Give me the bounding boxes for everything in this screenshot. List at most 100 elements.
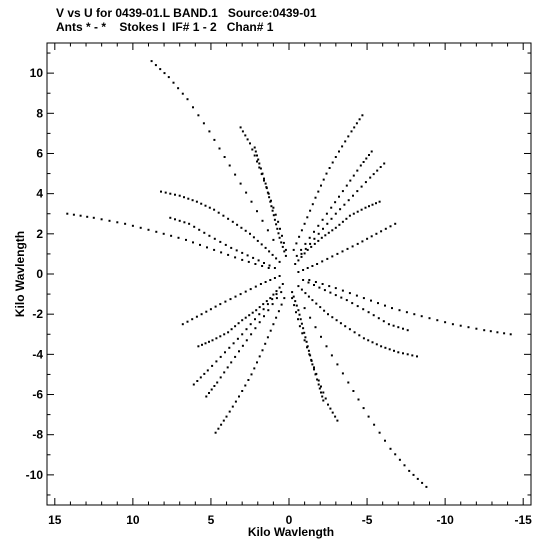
uv-point: [196, 380, 199, 382]
uv-point: [370, 299, 372, 302]
uv-point: [254, 327, 257, 330]
uv-point: [382, 320, 385, 323]
uv-point: [320, 391, 322, 394]
uv-point: [215, 337, 218, 340]
uv-point: [394, 453, 397, 456]
uv-point: [217, 427, 220, 430]
uv-point: [279, 227, 281, 230]
uv-point: [270, 199, 272, 202]
uv-point: [208, 130, 211, 133]
uv-point: [275, 297, 278, 300]
uv-point: [451, 323, 454, 326]
uv-point: [244, 316, 247, 319]
uv-point: [362, 337, 365, 340]
uv-point: [209, 308, 212, 311]
uv-point: [292, 295, 295, 298]
uv-point: [139, 226, 142, 229]
uv-point: [334, 212, 337, 215]
uv-point: [231, 220, 234, 223]
uv-point: [322, 178, 325, 181]
uv-point: [241, 251, 244, 254]
uv-point: [345, 299, 348, 302]
uv-point: [329, 291, 332, 294]
uv-point: [339, 322, 342, 325]
uv-point: [425, 485, 428, 488]
uv-point: [199, 376, 202, 379]
uv-point: [261, 219, 264, 222]
uv-point: [314, 196, 317, 199]
uv-point: [306, 345, 309, 348]
uv-point: [322, 227, 324, 230]
uv-point: [169, 216, 172, 219]
uv-point: [378, 431, 381, 434]
uv-point: [275, 223, 278, 226]
uv-point: [380, 345, 383, 348]
uv-point: [236, 223, 239, 226]
uv-point: [341, 372, 344, 375]
uv-point: [295, 242, 298, 245]
uv-point: [303, 222, 306, 225]
uv-point: [258, 162, 261, 165]
uv-point: [356, 210, 359, 213]
uv-point: [275, 290, 278, 293]
uv-point: [321, 283, 324, 285]
uv-point: [310, 245, 313, 248]
uv-point: [219, 335, 222, 338]
uv-point: [273, 218, 276, 221]
uv-point: [220, 423, 223, 426]
y-tick-label: 10: [30, 66, 44, 80]
chart-title: V vs U for 0439-01.L BAND.1 Source:0439-…: [56, 6, 317, 20]
uv-point: [356, 305, 359, 308]
uv-point: [366, 237, 369, 240]
uv-point: [267, 267, 270, 269]
uv-point: [291, 291, 294, 294]
uv-point: [274, 213, 277, 216]
uv-point: [294, 263, 297, 265]
uv-point: [191, 199, 194, 202]
uv-point: [275, 257, 278, 260]
uv-point: [249, 323, 252, 326]
uv-point: [254, 263, 257, 265]
uv-point: [178, 194, 181, 197]
uv-point: [227, 253, 230, 256]
uv-point: [222, 419, 225, 422]
uv-point: [344, 140, 347, 143]
uv-point: [271, 298, 274, 301]
uv-point: [297, 271, 300, 273]
uv-point: [247, 379, 250, 381]
uv-point: [316, 378, 319, 381]
uv-point: [322, 391, 325, 394]
uv-point: [351, 302, 354, 305]
uv-point: [282, 241, 285, 244]
uv-point: [86, 215, 89, 218]
y-tick-label: -10: [26, 468, 44, 482]
uv-point: [364, 206, 367, 209]
uv-point: [331, 161, 334, 164]
x-tick-label: -10: [436, 513, 454, 527]
uv-point: [309, 209, 312, 212]
uv-point: [379, 166, 382, 168]
uv-point: [199, 243, 201, 246]
uv-point: [246, 138, 249, 141]
uv-point: [331, 255, 334, 258]
uv-point: [331, 229, 334, 232]
uv-point: [244, 134, 247, 137]
uv-point: [326, 257, 329, 260]
uv-point: [297, 259, 300, 262]
uv-point: [271, 303, 274, 306]
y-tick-label: -8: [32, 428, 43, 442]
uv-point: [229, 298, 232, 301]
uv-point: [336, 252, 339, 255]
uv-point: [315, 302, 318, 305]
uv-point: [259, 283, 262, 285]
uv-point: [238, 350, 240, 353]
uv-point: [181, 92, 184, 95]
uv-point: [202, 122, 205, 125]
uv-point: [204, 342, 207, 345]
uv-point: [162, 232, 165, 235]
uv-point: [444, 321, 447, 324]
uv-point: [234, 295, 237, 298]
uv-point: [264, 342, 267, 345]
uv-point: [238, 395, 240, 398]
uv-point: [355, 122, 358, 125]
